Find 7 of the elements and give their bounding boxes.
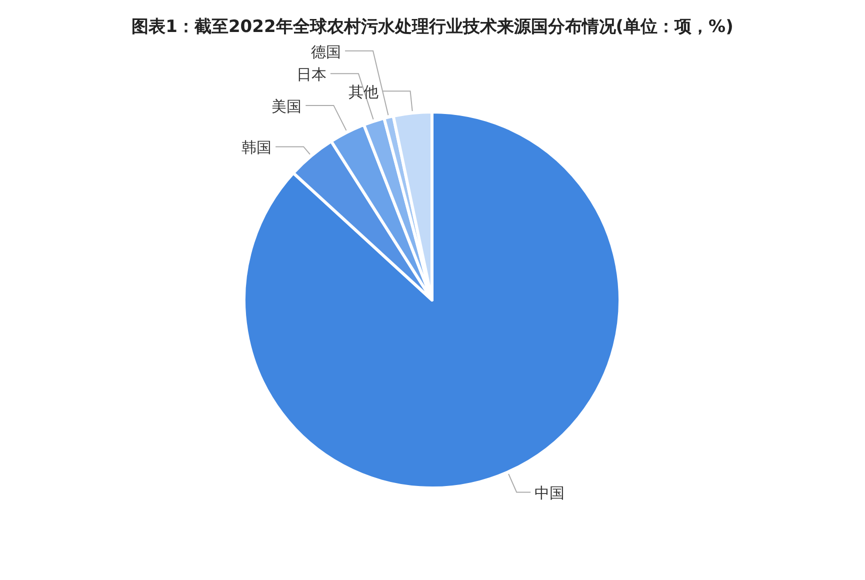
slice-label: 日本 bbox=[296, 66, 326, 84]
slice-label: 德国 bbox=[311, 42, 342, 61]
slice-label: 其他 bbox=[348, 83, 378, 102]
slice-label: 中国 bbox=[534, 484, 565, 502]
slice-label: 韩国 bbox=[242, 138, 272, 157]
slice-label: 美国 bbox=[272, 97, 302, 116]
chart-title: 图表1：截至2022年全球农村污水处理行业技术来源国分布情况(单位：项，%) bbox=[132, 17, 734, 37]
